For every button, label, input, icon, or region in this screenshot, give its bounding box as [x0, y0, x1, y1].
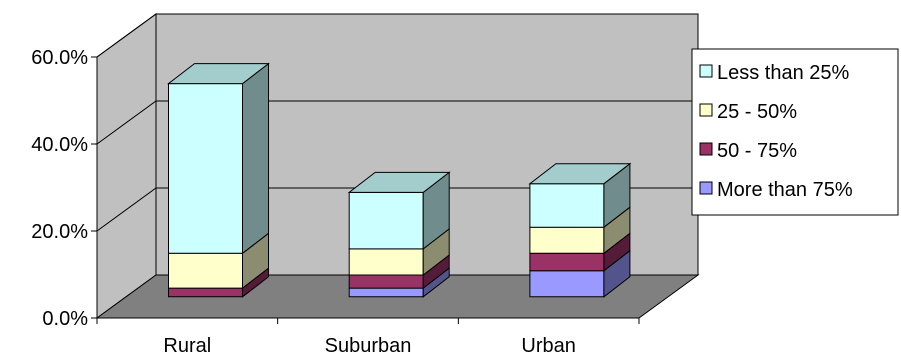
bar-segment [348, 253, 450, 290]
category-label: Rural [163, 335, 211, 355]
bar-front [529, 226, 605, 254]
bar-segment [168, 267, 269, 298]
gridline [96, 100, 698, 145]
bar-side [242, 62, 269, 255]
legend: Less than 25% 25 - 50% 50 - 75% More than 7… [691, 48, 899, 216]
y-tick-label: 40.0% [31, 134, 88, 156]
gridline [96, 13, 698, 58]
axes [96, 57, 639, 319]
legend-label: 50 - 75% [717, 140, 797, 162]
bar-front [168, 287, 243, 298]
bar-front [529, 183, 605, 228]
y-axis-ticks: 0.0% 20.0% 40.0% 60.0% [31, 47, 97, 330]
legend-item: Less than 25% [699, 62, 850, 84]
bar-front [348, 191, 424, 250]
legend-swatch [699, 103, 713, 117]
side-wall [96, 13, 157, 319]
bar-top [528, 163, 632, 185]
category-label: Suburban [325, 335, 412, 355]
bar-top [167, 63, 270, 85]
bar-front [348, 274, 424, 289]
legend-item: More than 75% [699, 179, 853, 201]
legend-item: 25 - 50% [699, 101, 797, 123]
bar-front [529, 252, 605, 272]
bar-segment [347, 171, 451, 250]
bar-front [168, 252, 243, 289]
bar-top [347, 171, 451, 193]
legend-label: Less than 25% [717, 62, 850, 84]
bar-segment [348, 227, 450, 277]
bar-front [348, 248, 424, 276]
y-tick-label: 20.0% [31, 221, 88, 243]
gridlines [96, 13, 698, 232]
bar-front [168, 83, 243, 254]
gridline [96, 187, 698, 232]
bar-segment [167, 62, 270, 255]
y-tick-label: 0.0% [42, 308, 88, 330]
legend-frame [691, 48, 899, 216]
bars [167, 62, 632, 298]
x-axis-categories: Rural Suburban Urban [96, 318, 640, 355]
legend-swatch [699, 64, 713, 78]
legend-label: More than 75% [717, 179, 853, 201]
y-tick-label: 60.0% [31, 47, 88, 69]
legend-swatch [699, 181, 713, 195]
legend-swatch [699, 142, 713, 156]
bar-segment [528, 162, 632, 229]
bar-front [348, 287, 424, 298]
category-label: Urban [521, 335, 575, 355]
bar-segment [529, 206, 631, 255]
legend-item: 50 - 75% [699, 140, 797, 162]
bar-front [529, 270, 605, 298]
legend-label: 25 - 50% [717, 101, 797, 123]
